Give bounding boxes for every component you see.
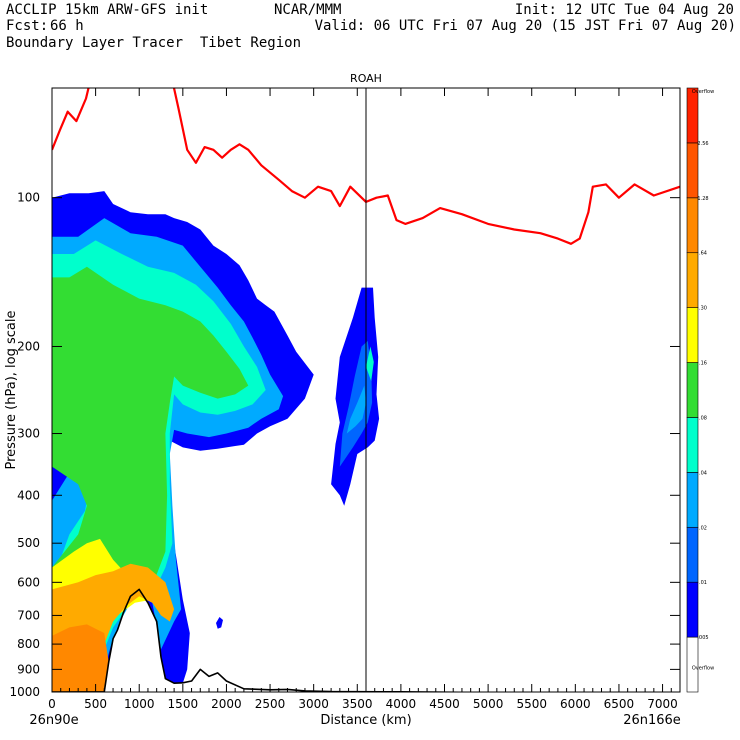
terrain-line [52,588,514,692]
y-tick-label: 900 [17,662,40,676]
tracer-contours [52,191,380,692]
tropopause-line [52,88,680,245]
x-axis: 0 500 1000 1500 2000 2500 3000 3500 4000 4500 5000… [48,88,678,711]
center-label: NCAR/MMM [274,2,342,18]
tracer-contour-11 [216,617,223,629]
colorbar-label: 2.56 [697,141,708,147]
y-tick-label: 500 [17,536,40,550]
colorbar-label: .02 [699,525,707,531]
x-tick-label: 5000 [473,697,504,711]
x-tick-label: 4500 [429,697,460,711]
tracer-contour-9 [346,385,366,434]
tracer-contour-10 [366,346,374,382]
colorbar-label: Overflow [692,665,714,671]
y-axis: 100 200 300 400 500 600 700 800 900 1000 [9,191,680,699]
x-tick-label: 500 [84,697,107,711]
x-tick-label: 1000 [124,697,155,711]
colorbar-swatch [686,581,699,638]
y-tick-label: 300 [17,427,40,441]
colorbar-swatch [686,472,699,528]
x-tick-label: 1500 [168,697,199,711]
colorbar-swatch [686,252,699,308]
x-axis-label: Distance (km) [320,713,411,728]
product-label: Boundary Layer Tracer Tibet Region [6,35,302,51]
x-tick-label: 2000 [211,697,242,711]
y-tick-label: 200 [17,339,40,353]
colorbar-swatch [686,142,699,199]
colorbar-swatch [686,362,699,418]
colorbar-swatch [686,417,699,473]
x-tick-label: 3000 [298,697,329,711]
colorbar-swatch [686,87,699,144]
x-tick-label: 2500 [255,697,286,711]
colorbar-label: .08 [699,415,707,421]
start-point-label: 26n90e [29,713,78,728]
profile-lines [52,88,680,692]
colorbar-swatch [686,197,699,254]
colorbar-swatch [686,307,699,363]
y-tick-label: 600 [17,575,40,589]
colorbar-label: .005 [697,635,708,641]
tracer-contour-8 [339,341,373,467]
colorbar-swatch [686,526,699,583]
tracer-contour-6 [52,624,109,692]
x-tick-label: 3500 [342,697,373,711]
colorbar-label: .04 [699,470,707,476]
x-tick-label: 7000 [647,697,678,711]
y-tick-label: 800 [17,637,40,651]
x-tick-label: 6500 [604,697,635,711]
init-label: Init: 12 UTC Tue 04 Aug 20 [514,2,734,18]
model-label: ACCLIP 15km ARW-GFS init [6,2,209,18]
colorbar-label: .01 [699,580,707,586]
x-tick-label: 5500 [516,697,547,711]
y-tick-label: 700 [17,608,40,622]
valid-label: Valid: 06 UTC Fri 07 Aug 20 (15 JST Fri … [314,18,736,34]
colorbar-label: 1.28 [697,196,708,202]
location-marker: ROAH [350,72,382,692]
colorbar: Overflow .005 .01 .02 .04 .08 .16 .30 .64 1.28 2.5… [686,87,714,693]
x-tick-label: 0 [48,697,56,711]
y-axis-label: Pressure (hPa), log scale [4,311,19,470]
marker-label: ROAH [350,72,382,85]
forecast-hours: 66 h [50,18,84,34]
forecast-label: Fcst: [6,18,49,34]
colorbar-label: .30 [699,306,707,312]
y-tick-label: 100 [17,191,40,205]
y-tick-label: 1000 [9,685,40,699]
y-tick-label: 400 [17,488,40,502]
colorbar-label: .16 [699,361,707,367]
x-tick-label: 4000 [386,697,417,711]
end-point-label: 26n166e [623,713,681,728]
colorbar-label: Overflow [692,89,714,95]
colorbar-label: .64 [699,251,707,257]
x-tick-label: 6000 [560,697,591,711]
